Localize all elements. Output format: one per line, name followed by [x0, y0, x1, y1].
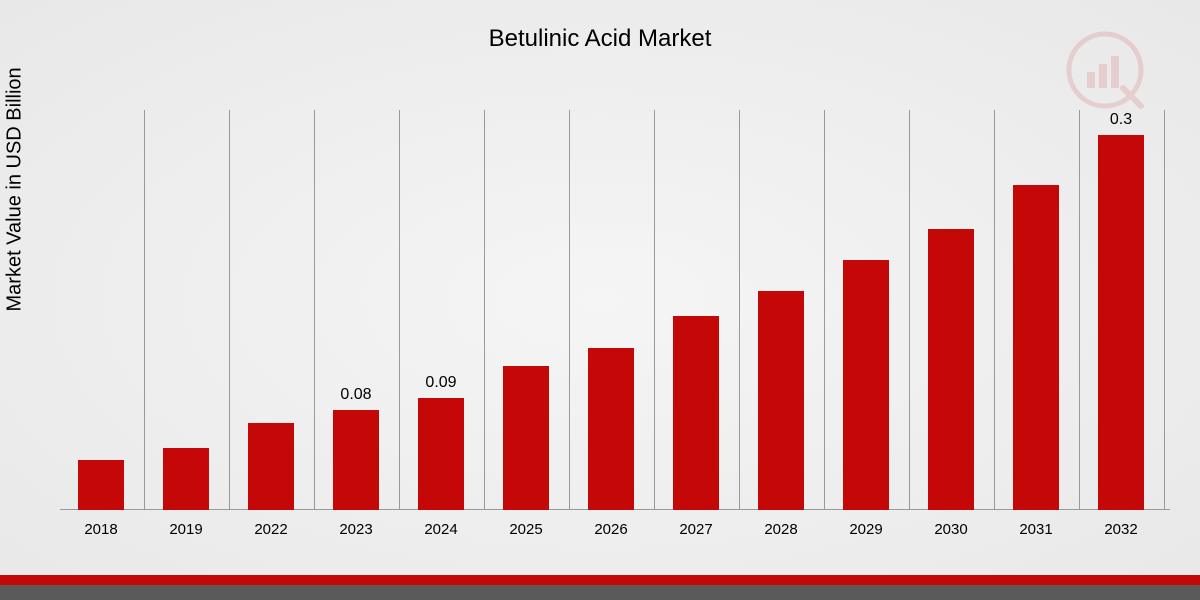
bar	[78, 460, 124, 510]
x-axis-label: 2022	[236, 521, 306, 538]
gridline	[1164, 110, 1165, 510]
bar-value-label: 0.3	[1091, 111, 1151, 129]
bar	[588, 348, 634, 511]
plot-area: 2018201920220.0820230.092024202520262027…	[60, 110, 1170, 510]
bar	[1013, 185, 1059, 510]
bar	[843, 260, 889, 510]
gridline	[399, 110, 400, 510]
gridline	[994, 110, 995, 510]
gridline	[314, 110, 315, 510]
x-axis-label: 2026	[576, 521, 646, 538]
gridline	[909, 110, 910, 510]
bar	[503, 366, 549, 510]
x-axis-label: 2025	[491, 521, 561, 538]
bar	[418, 398, 464, 511]
footer-bar	[0, 575, 1200, 600]
x-axis-label: 2024	[406, 521, 476, 538]
gridline	[229, 110, 230, 510]
x-axis-label: 2028	[746, 521, 816, 538]
x-axis-label: 2027	[661, 521, 731, 538]
bar	[248, 423, 294, 511]
gridline	[569, 110, 570, 510]
x-axis-label: 2018	[66, 521, 136, 538]
x-axis-label: 2032	[1086, 521, 1156, 538]
chart-container: Betulinic Acid Market Market Value in US…	[0, 0, 1200, 575]
bar-value-label: 0.09	[411, 374, 471, 392]
watermark-logo	[1065, 30, 1145, 110]
gridline	[824, 110, 825, 510]
gridline	[739, 110, 740, 510]
gridline	[144, 110, 145, 510]
chart-title: Betulinic Acid Market	[0, 0, 1200, 53]
x-axis-label: 2031	[1001, 521, 1071, 538]
gridline	[484, 110, 485, 510]
footer-gray-stripe	[0, 585, 1200, 600]
y-axis-label: Market Value in USD Billion	[4, 67, 27, 311]
bar-value-label: 0.08	[326, 386, 386, 404]
bar	[928, 229, 974, 510]
x-axis-label: 2030	[916, 521, 986, 538]
footer-red-stripe	[0, 575, 1200, 585]
bar	[1098, 135, 1144, 510]
bar	[673, 316, 719, 510]
bar	[758, 291, 804, 510]
bar	[163, 448, 209, 511]
x-axis-label: 2023	[321, 521, 391, 538]
gridline	[654, 110, 655, 510]
bar	[333, 410, 379, 510]
x-axis-label: 2019	[151, 521, 221, 538]
gridline	[1079, 110, 1080, 510]
x-axis-label: 2029	[831, 521, 901, 538]
